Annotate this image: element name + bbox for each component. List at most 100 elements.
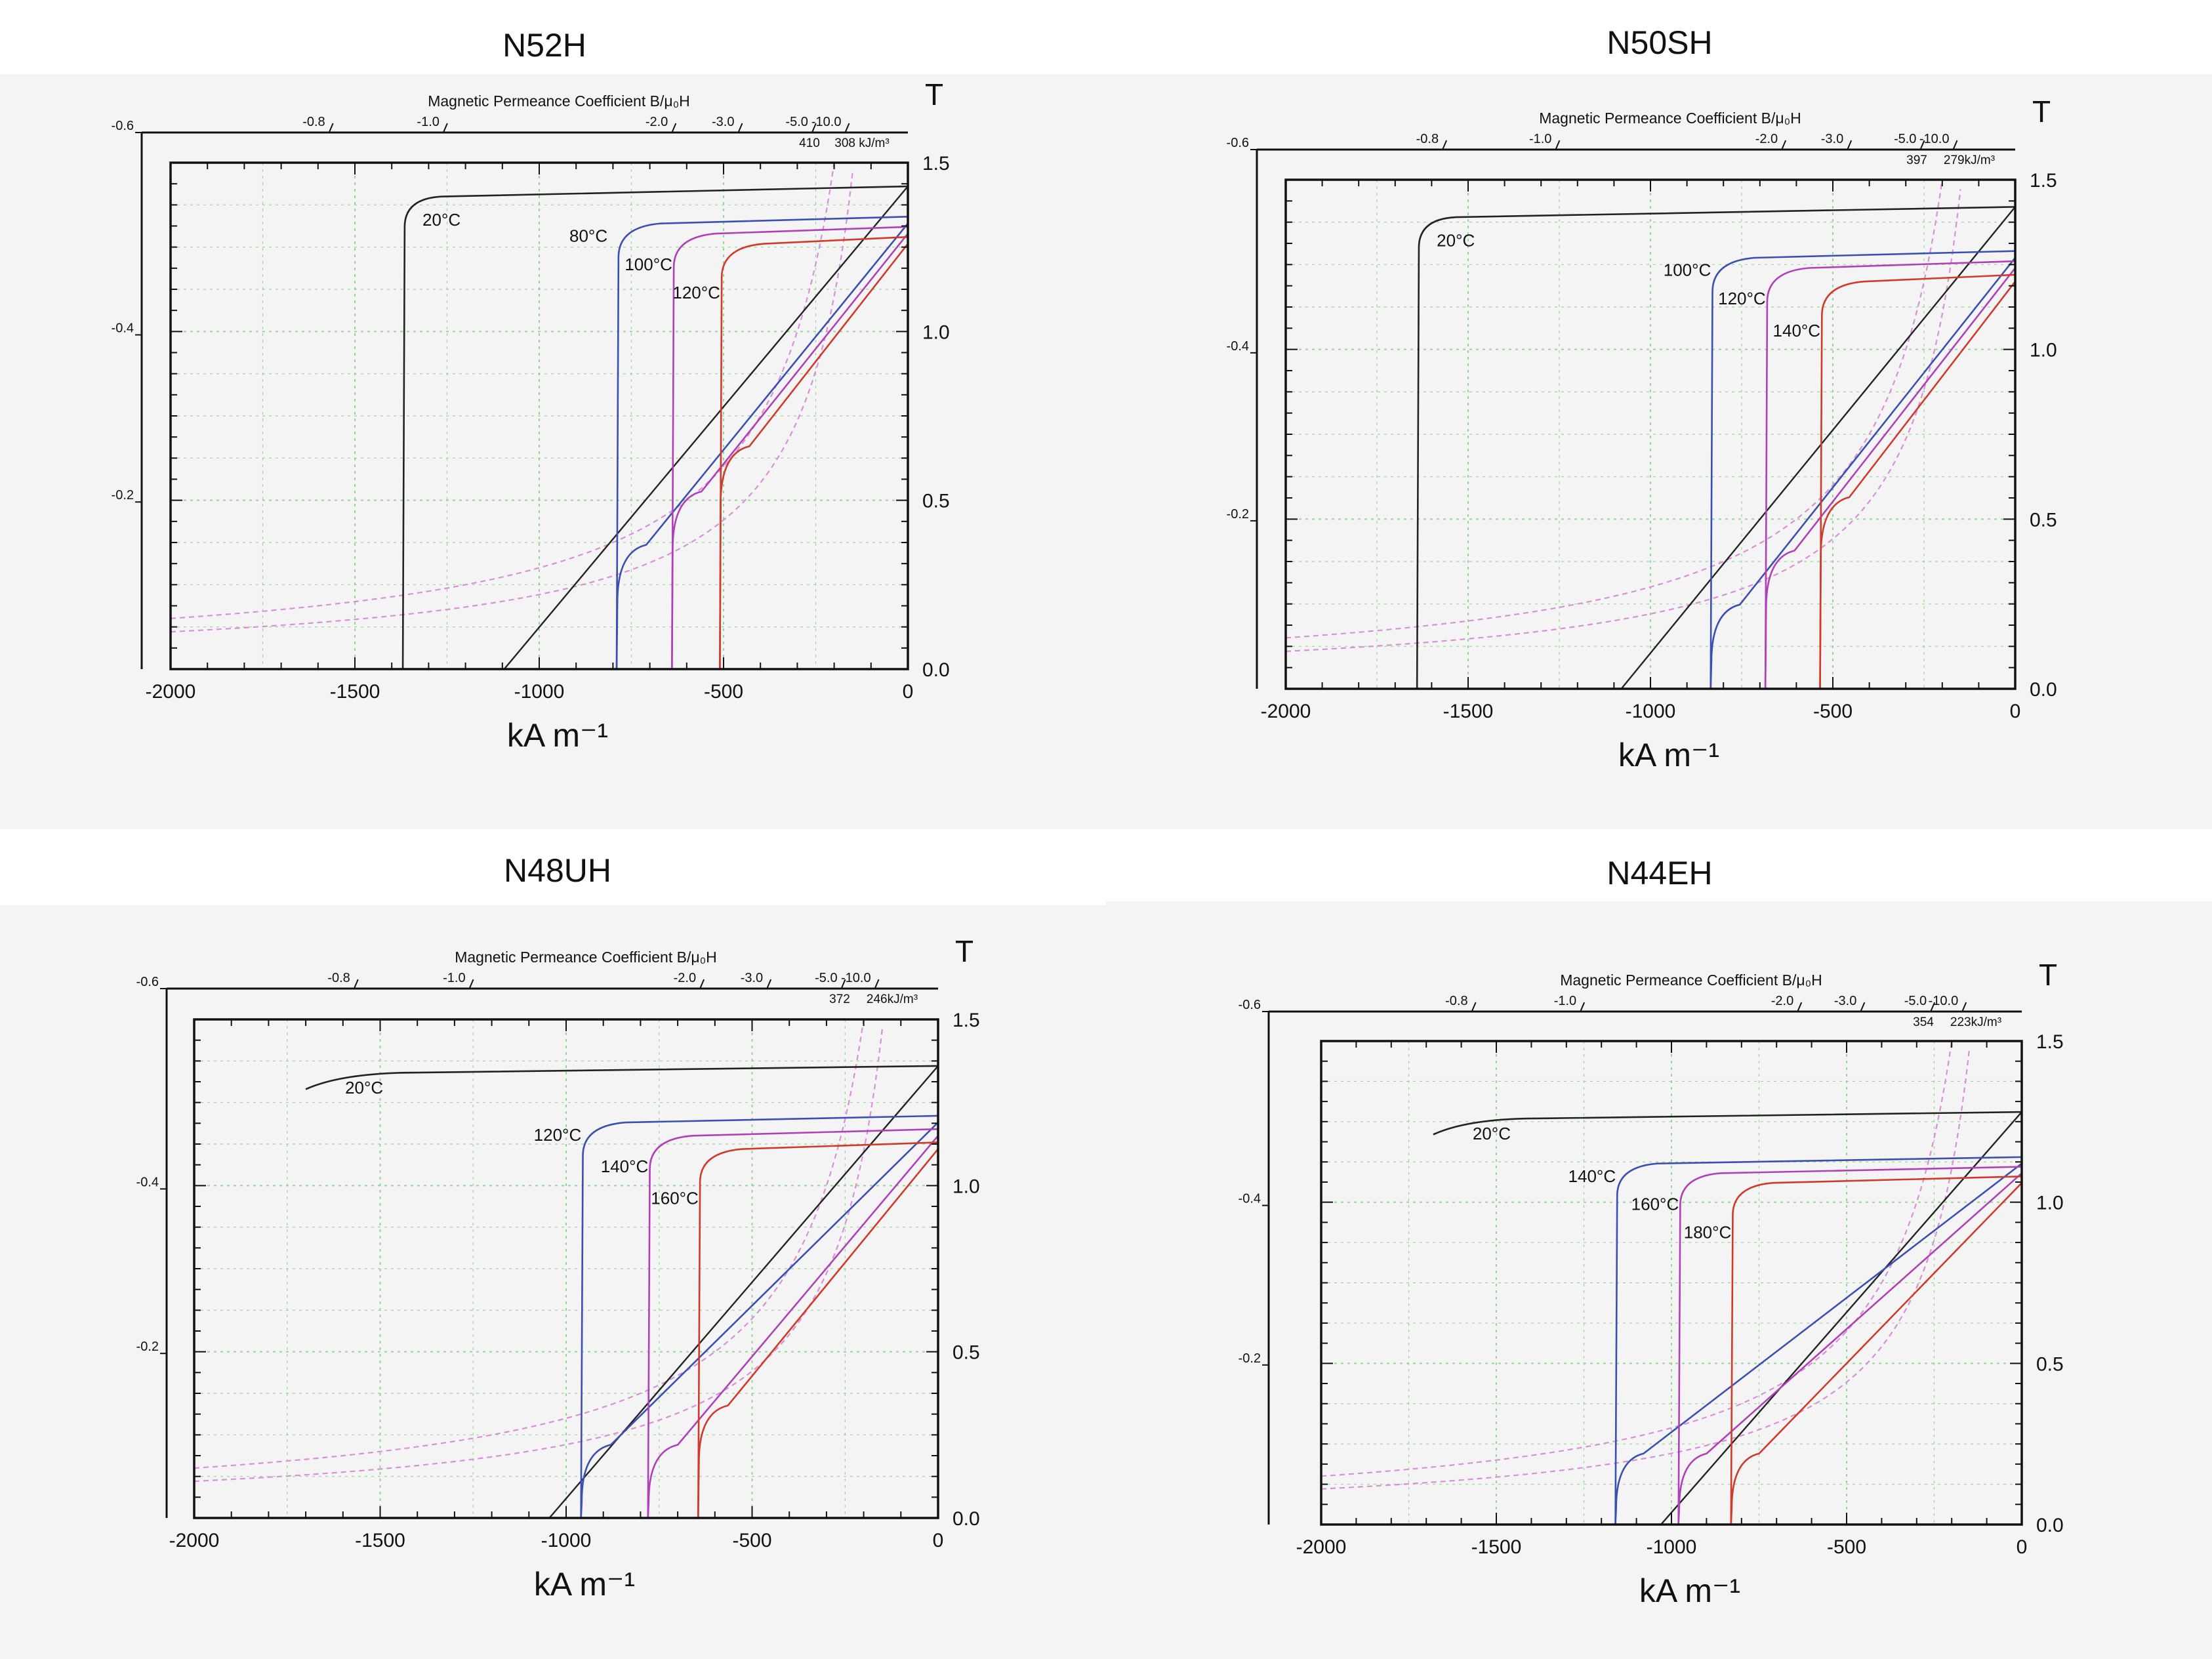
permeance-tick-label: -2.0 (1771, 994, 1793, 1008)
y-tick-label: 1.5 (2036, 1031, 2064, 1053)
permeance-left-tick-label: -0.2 (112, 488, 134, 502)
permeance-tick-label: -0.8 (1416, 132, 1439, 146)
y-axis-label: T (2032, 94, 2051, 129)
x-tick-label: -1000 (541, 1530, 592, 1551)
j-curve (1416, 206, 2016, 689)
chart-panel-n44eh: N44EH -0.8 -1.0 -2.0 -3.0 -5.0 -10.0 -0.6 -0.4-… (1106, 829, 2212, 1659)
b-curve (647, 1135, 939, 1519)
energy-label-low: 246kJ/m³ (867, 993, 918, 1006)
permeance-tick-label: -10.0 (1919, 132, 1950, 146)
chart-panel-background (1106, 74, 2212, 829)
energy-product-curve (1285, 189, 1961, 652)
b-curve (580, 1122, 939, 1519)
series-label: 140°C (1568, 1166, 1616, 1186)
permeance-tick-label: -0.8 (327, 971, 350, 985)
chart-panel-background (0, 74, 1106, 829)
x-tick-label: -500 (732, 1530, 771, 1551)
x-tick-label: 0 (2017, 1536, 2028, 1558)
series-0 (1433, 1111, 2022, 1136)
chart-plot: -0.8 -1.0 -2.0 -3.0 -5.0 -10.0-0.6-0.4-0.2Mag… (1227, 94, 2057, 773)
y-axis-label: T (2039, 958, 2057, 992)
energy-product-curve (170, 172, 853, 633)
permeance-left-tick-label: -0.2 (1239, 1351, 1261, 1366)
b-curve (1764, 267, 2017, 689)
chart-panel-n52h: N52H -0.8 -1.0 -2.0 -3.0 -5.0 -10.0 -0.6 -0.4 -0… (0, 0, 1106, 829)
permeance-tick (1797, 1002, 1803, 1012)
permeance-tick (1442, 140, 1447, 150)
series-0 (305, 1065, 939, 1090)
chart-title: N44EH (1607, 855, 1713, 891)
y-tick-label: 0.0 (922, 659, 950, 681)
series-label: 100°C (1664, 260, 1711, 280)
y-axis-label: T (955, 934, 973, 968)
j-curve (1614, 1156, 2022, 1525)
permeance-title: Magnetic Permeance Coefficient B/μ₀H (1539, 110, 1801, 127)
permeance-left-tick-label: -0.2 (1227, 507, 1249, 522)
permeance-left-tick-label: -0.4 (1239, 1192, 1261, 1206)
b-curve (1677, 1172, 2022, 1525)
plot-frame (1284, 178, 2017, 690)
energy-product-curve (1321, 1040, 1953, 1477)
series-label: 80°C (569, 226, 607, 245)
load-line (1620, 206, 2016, 689)
y-tick-label: 0.0 (2036, 1515, 2064, 1536)
b-curve (719, 243, 909, 670)
j-curve (305, 1065, 939, 1090)
x-tick-label: -500 (1813, 701, 1853, 722)
permeance-title: Magnetic Permeance Coefficient B/μ₀H (455, 949, 717, 966)
x-tick-label: -2000 (146, 681, 196, 703)
j-curve (1433, 1111, 2022, 1136)
series-label: 140°C (601, 1157, 649, 1176)
permeance-tick-label: -3.0 (712, 115, 734, 129)
b-curve (1614, 1162, 2022, 1525)
series-label: 120°C (534, 1125, 582, 1145)
j-curve (615, 216, 909, 670)
permeance-tick (1952, 140, 1958, 150)
series-1 (615, 216, 909, 670)
series-2 (671, 226, 909, 670)
j-curve (671, 226, 909, 670)
series-2 (647, 1128, 939, 1519)
permeance-tick (766, 979, 772, 989)
j-curve (401, 185, 909, 670)
series-3 (1730, 1176, 2022, 1525)
j-curve (1730, 1176, 2022, 1525)
energy-label-high: 372 (829, 993, 850, 1006)
x-tick-label: -2000 (1296, 1536, 1347, 1558)
permeance-left-tick-label: -0.6 (1227, 136, 1249, 150)
permeance-tick-label: -2.0 (674, 971, 696, 985)
series-label: 160°C (1631, 1195, 1679, 1214)
permeance-tick (442, 123, 448, 133)
permeance-tick-label: -3.0 (741, 971, 763, 985)
permeance-tick-label: -10.0 (1929, 994, 1959, 1008)
permeance-tick (811, 123, 817, 133)
j-curve (1764, 260, 2016, 689)
permeance-tick-label: -0.8 (302, 115, 325, 129)
energy-label-low: 279kJ/m³ (1944, 154, 1995, 167)
chart-panel-background (1106, 901, 2212, 1659)
x-tick-label: -2000 (169, 1530, 220, 1551)
chart-plot: -0.8 -1.0 -2.0 -3.0 -5.0 -10.0-0.6-0.4-0.2Mag… (1239, 958, 2064, 1609)
x-tick-label: -1500 (330, 681, 380, 703)
chart-plot: -0.8 -1.0 -2.0 -3.0 -5.0 -10.0-0.6-0.4-0.2Mag… (136, 934, 980, 1603)
x-tick-label: -1000 (1626, 701, 1676, 722)
chart-panel-background (0, 905, 1106, 1659)
series-1 (1614, 1156, 2022, 1525)
energy-label-high: 410 (799, 136, 820, 150)
permeance-left-tick-label: -0.4 (112, 321, 134, 335)
j-curve (1710, 250, 2016, 689)
y-tick-label: 1.0 (952, 1176, 980, 1197)
series-2 (1764, 260, 2017, 689)
series-2 (1677, 1166, 2022, 1525)
grid-lines (1285, 179, 2016, 689)
b-curve (671, 233, 909, 670)
chart-panel-n50sh: N50SH -0.8 -1.0 -2.0 -3.0 -5.0 -10.0 -0.6 -0.4-… (1106, 0, 2212, 829)
series-3 (697, 1141, 939, 1519)
permeance-tick (1471, 1002, 1477, 1012)
energy-label-high: 354 (1913, 1015, 1934, 1029)
energy-label-low: 308 kJ/m³ (834, 136, 889, 150)
y-tick-label: 0.5 (952, 1342, 980, 1364)
series-1 (1710, 250, 2017, 689)
y-tick-label: 0.5 (922, 491, 950, 512)
j-curve (697, 1141, 939, 1519)
